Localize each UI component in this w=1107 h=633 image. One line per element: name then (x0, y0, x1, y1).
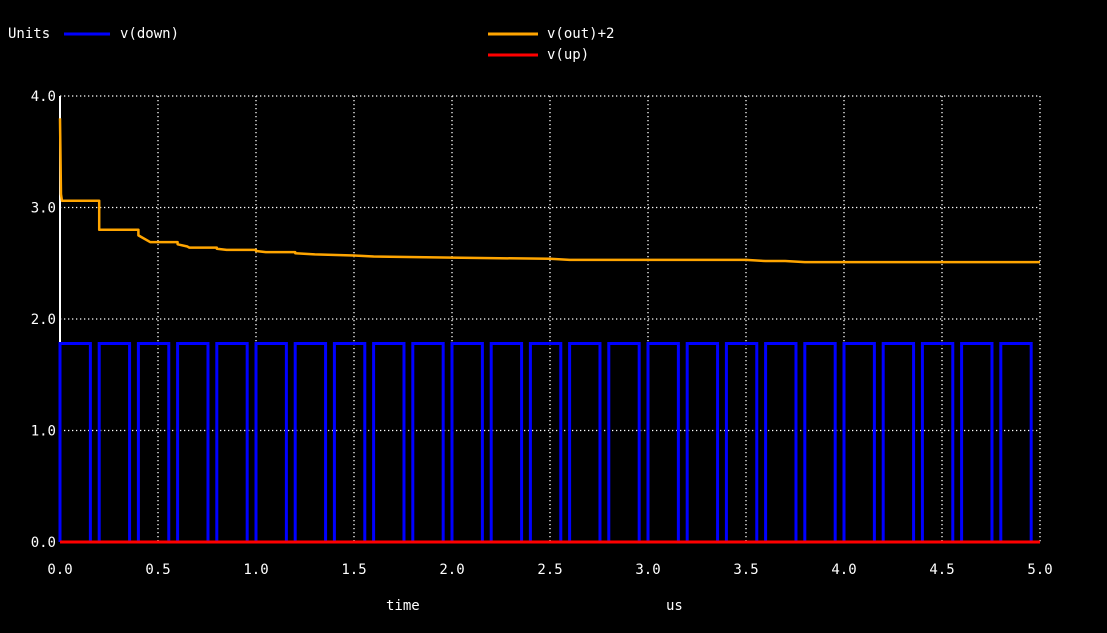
x-tick-label: 3.5 (733, 562, 758, 578)
series-line-v-out (58, 118, 1040, 264)
y-tick-label: 0.0 (31, 535, 56, 551)
grid-lines (60, 95, 1041, 542)
y-tick-label: 4.0 (31, 89, 56, 105)
y-tick-label: 2.0 (31, 312, 56, 328)
x-tick-label: 5.0 (1027, 562, 1052, 578)
x-tick-label: 1.0 (243, 562, 268, 578)
x-tick-label: 4.5 (929, 562, 954, 578)
y-axis-label: Units (8, 26, 50, 42)
legend-label-v-out: v(out)+2 (547, 26, 614, 42)
x-tick-label: 4.0 (831, 562, 856, 578)
x-axis-unit: us (666, 598, 683, 614)
x-tick-label: 2.0 (439, 562, 464, 578)
tick-labels: 0.0 0.5 1.0 1.5 2.0 2.5 3.0 3.5 4.0 4.5 5.0 0.0 1.0 2… (31, 89, 1053, 578)
x-tick-label: 2.5 (537, 562, 562, 578)
x-axis-label: time (386, 598, 420, 614)
y-tick-label: 3.0 (31, 201, 56, 217)
x-tick-label: 1.5 (341, 562, 366, 578)
y-tick-label: 1.0 (31, 424, 56, 440)
series-layer (58, 118, 1040, 544)
x-tick-label: 3.0 (635, 562, 660, 578)
legend-label-v-down: v(down) (120, 26, 179, 42)
x-tick-label: 0.5 (145, 562, 170, 578)
x-tick-label: 0.0 (47, 562, 72, 578)
legend-label-v-up: v(up) (547, 47, 589, 63)
